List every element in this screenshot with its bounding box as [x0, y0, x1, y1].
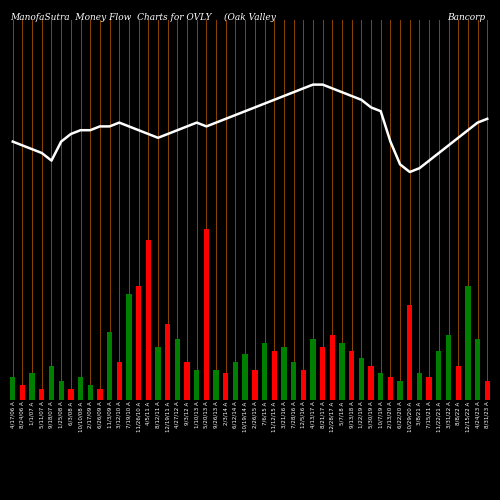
Bar: [146, 240, 151, 400]
Bar: [426, 377, 432, 400]
Bar: [20, 385, 25, 400]
Bar: [97, 388, 102, 400]
Bar: [320, 347, 326, 400]
Bar: [436, 350, 442, 400]
Bar: [368, 366, 374, 400]
Bar: [78, 377, 83, 400]
Text: ManofaSutra  Money Flow  Charts for OVLY: ManofaSutra Money Flow Charts for OVLY: [10, 12, 211, 22]
Bar: [174, 339, 180, 400]
Bar: [281, 347, 286, 400]
Bar: [49, 366, 54, 400]
Bar: [484, 381, 490, 400]
Bar: [184, 362, 190, 400]
Bar: [242, 354, 248, 400]
Bar: [136, 286, 141, 400]
Bar: [233, 362, 238, 400]
Bar: [272, 350, 277, 400]
Bar: [252, 370, 258, 400]
Bar: [417, 374, 422, 400]
Bar: [10, 377, 16, 400]
Bar: [58, 381, 64, 400]
Bar: [475, 339, 480, 400]
Text: Bancorp: Bancorp: [447, 12, 485, 22]
Bar: [349, 350, 354, 400]
Bar: [340, 343, 344, 400]
Bar: [446, 336, 451, 400]
Bar: [126, 294, 132, 400]
Bar: [378, 374, 384, 400]
Bar: [407, 305, 412, 400]
Bar: [194, 370, 200, 400]
Text: (Oak Valley: (Oak Valley: [224, 12, 276, 22]
Bar: [30, 374, 35, 400]
Bar: [465, 286, 470, 400]
Bar: [107, 332, 112, 400]
Bar: [262, 343, 267, 400]
Bar: [330, 336, 335, 400]
Bar: [300, 370, 306, 400]
Bar: [88, 385, 93, 400]
Bar: [310, 339, 316, 400]
Bar: [291, 362, 296, 400]
Bar: [39, 388, 44, 400]
Bar: [156, 347, 160, 400]
Bar: [116, 362, 122, 400]
Bar: [223, 374, 228, 400]
Bar: [398, 381, 403, 400]
Bar: [165, 324, 170, 400]
Bar: [456, 366, 461, 400]
Bar: [214, 370, 219, 400]
Bar: [388, 377, 393, 400]
Bar: [204, 229, 209, 400]
Bar: [68, 388, 73, 400]
Bar: [358, 358, 364, 400]
